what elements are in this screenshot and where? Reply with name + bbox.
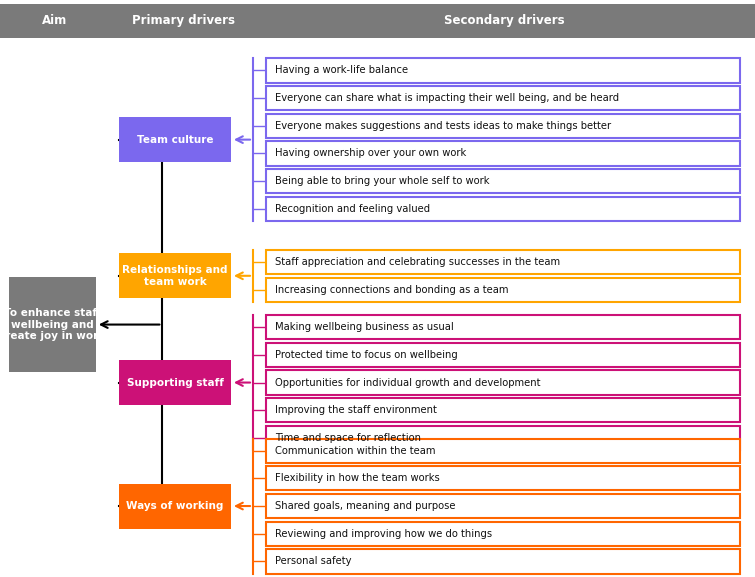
Text: Supporting staff: Supporting staff (127, 377, 223, 388)
Text: Recognition and feeling valued: Recognition and feeling valued (275, 204, 430, 214)
FancyBboxPatch shape (9, 277, 96, 372)
Text: Ways of working: Ways of working (127, 501, 223, 511)
FancyBboxPatch shape (266, 398, 740, 422)
FancyBboxPatch shape (266, 114, 740, 138)
Text: Making wellbeing business as usual: Making wellbeing business as usual (275, 322, 454, 332)
FancyBboxPatch shape (266, 426, 740, 450)
Text: Personal safety: Personal safety (275, 556, 351, 567)
FancyBboxPatch shape (119, 253, 231, 298)
FancyBboxPatch shape (0, 4, 755, 38)
Text: Protected time to focus on wellbeing: Protected time to focus on wellbeing (275, 350, 458, 360)
FancyBboxPatch shape (119, 360, 231, 405)
FancyBboxPatch shape (266, 58, 740, 83)
FancyBboxPatch shape (266, 343, 740, 367)
Text: Increasing connections and bonding as a team: Increasing connections and bonding as a … (275, 284, 508, 295)
Text: Secondary drivers: Secondary drivers (444, 14, 564, 27)
Text: Reviewing and improving how we do things: Reviewing and improving how we do things (275, 529, 492, 539)
Text: Aim: Aim (42, 14, 67, 27)
Text: Having a work-life balance: Having a work-life balance (275, 65, 408, 76)
FancyBboxPatch shape (119, 484, 231, 529)
Text: Team culture: Team culture (137, 134, 214, 145)
Text: Relationships and
team work: Relationships and team work (122, 265, 228, 287)
FancyBboxPatch shape (266, 86, 740, 110)
FancyBboxPatch shape (266, 169, 740, 193)
Text: Being able to bring your whole self to work: Being able to bring your whole self to w… (275, 176, 489, 186)
FancyBboxPatch shape (119, 117, 231, 162)
FancyBboxPatch shape (266, 278, 740, 302)
Text: Everyone makes suggestions and tests ideas to make things better: Everyone makes suggestions and tests ide… (275, 121, 611, 131)
FancyBboxPatch shape (266, 549, 740, 574)
Text: Everyone can share what is impacting their well being, and be heard: Everyone can share what is impacting the… (275, 93, 619, 103)
FancyBboxPatch shape (266, 370, 740, 395)
FancyBboxPatch shape (266, 522, 740, 546)
Text: Shared goals, meaning and purpose: Shared goals, meaning and purpose (275, 501, 455, 511)
Text: To enhance staff
wellbeing and
create joy in work: To enhance staff wellbeing and create jo… (0, 308, 106, 341)
FancyBboxPatch shape (266, 494, 740, 518)
Text: Improving the staff environment: Improving the staff environment (275, 405, 436, 415)
FancyBboxPatch shape (266, 141, 740, 166)
Text: Staff appreciation and celebrating successes in the team: Staff appreciation and celebrating succe… (275, 257, 560, 267)
Text: Communication within the team: Communication within the team (275, 445, 436, 456)
Text: Primary drivers: Primary drivers (131, 14, 235, 27)
Text: Opportunities for individual growth and development: Opportunities for individual growth and … (275, 377, 541, 388)
Text: Time and space for reflection: Time and space for reflection (275, 433, 421, 443)
FancyBboxPatch shape (266, 315, 740, 339)
Text: Flexibility in how the team works: Flexibility in how the team works (275, 473, 439, 484)
FancyBboxPatch shape (266, 439, 740, 463)
FancyBboxPatch shape (266, 197, 740, 221)
Text: Having ownership over your own work: Having ownership over your own work (275, 148, 466, 159)
FancyBboxPatch shape (266, 250, 740, 274)
FancyBboxPatch shape (266, 466, 740, 490)
